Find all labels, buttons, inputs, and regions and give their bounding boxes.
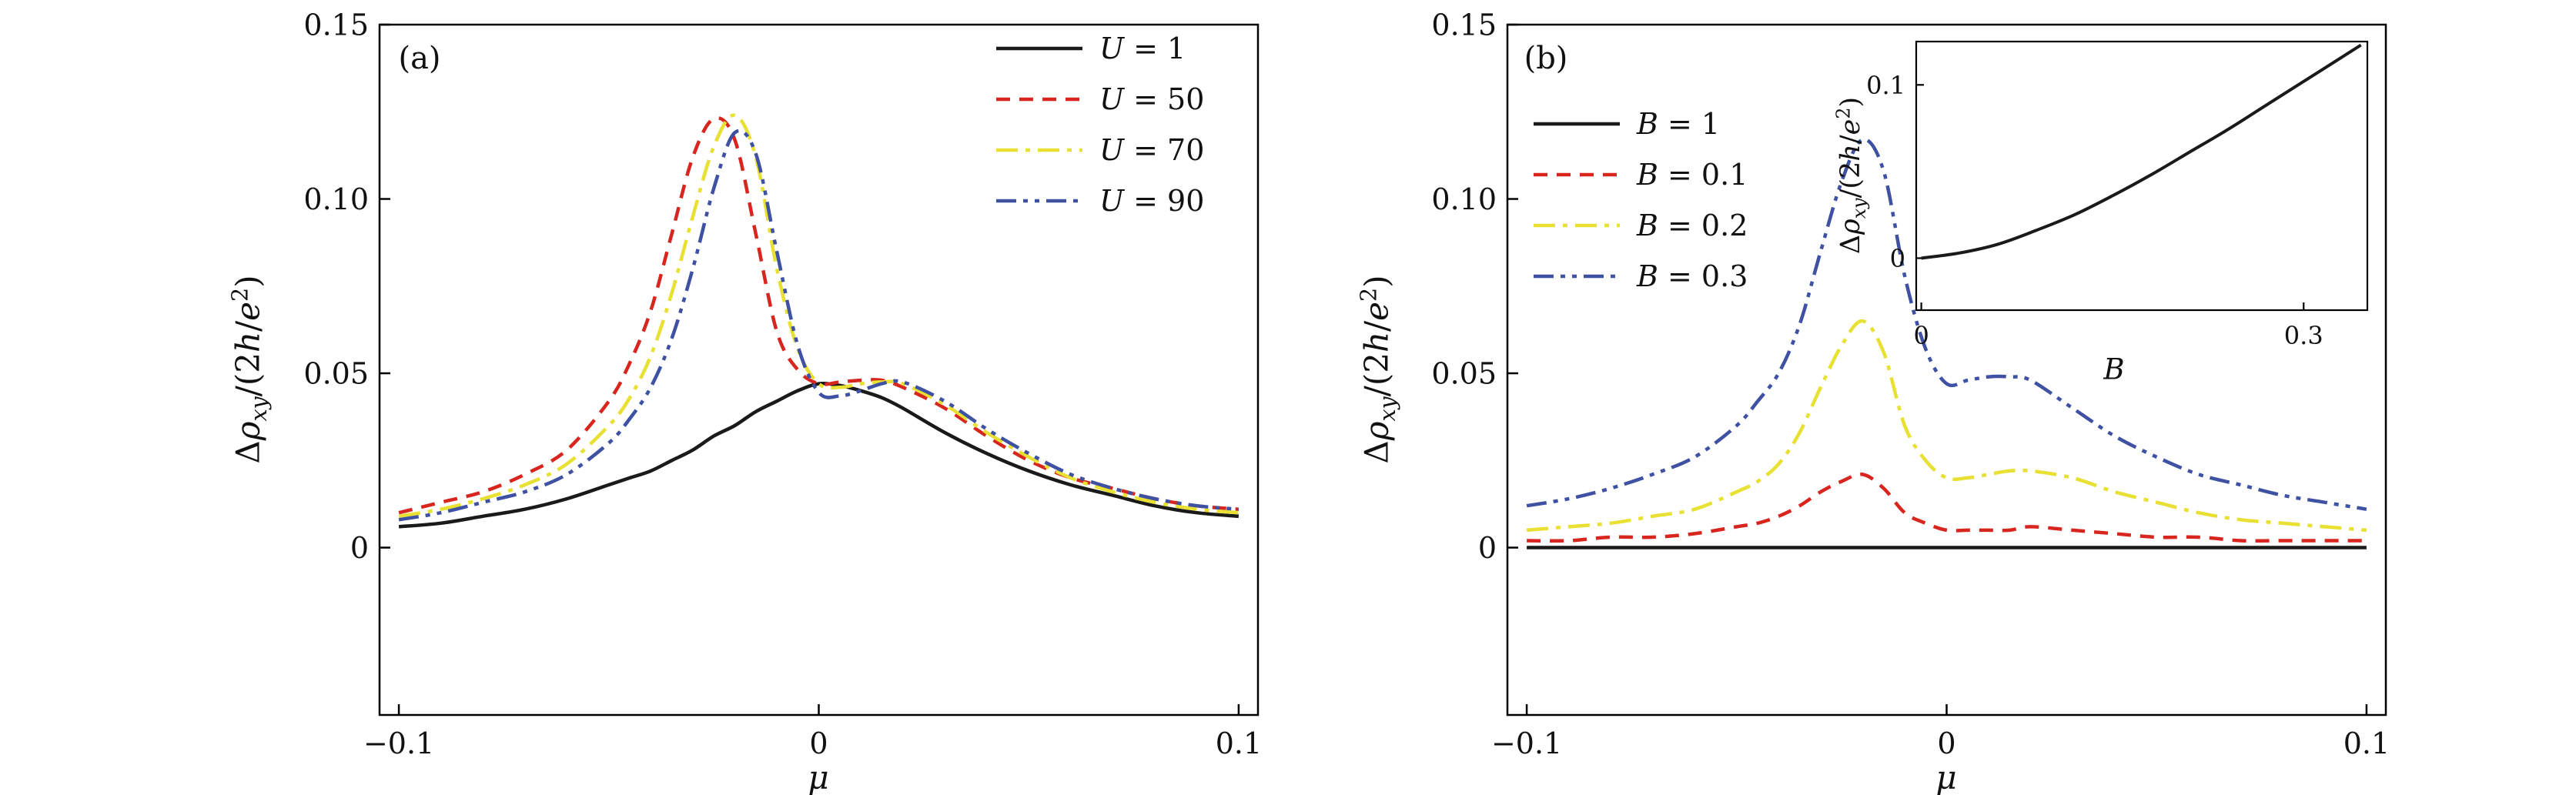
- y-tick-label: 0.10: [1431, 182, 1497, 216]
- legend-line-sample: [996, 97, 1082, 102]
- legend-item: B = 0.3: [1531, 251, 1748, 302]
- legend-line-sample: [1534, 274, 1620, 279]
- legend-item: U = 1: [993, 23, 1204, 74]
- inset-ylabel: Δρxy/(2h/e2): [1832, 96, 1870, 255]
- panel_b-series-1: [1527, 472, 2367, 543]
- y-tick-label: 0.15: [1431, 8, 1497, 42]
- x-tick-label: 0.1: [2343, 727, 2390, 760]
- legend-line-sample: [996, 148, 1082, 152]
- y-tick-label: 0.05: [1431, 357, 1497, 391]
- inset-xlabel: B: [2103, 352, 2125, 386]
- x-tick-label: 0: [1937, 727, 1955, 760]
- panel_a-series-3: [398, 129, 1239, 522]
- legend-label: B = 1: [1637, 107, 1721, 141]
- inset-series-0: [1921, 43, 2362, 260]
- legend-item: U = 50: [993, 74, 1204, 125]
- x-tick-label: −0.1: [1491, 727, 1562, 760]
- y-tick-label: 0.1: [1866, 71, 1905, 100]
- panel-b-ylabel: Δρxy/(2h/e2): [1355, 275, 1400, 464]
- legend-line-sample: [1534, 223, 1620, 228]
- legend-label: B = 0.2: [1637, 209, 1748, 242]
- legend-label: U = 50: [1099, 82, 1205, 116]
- panel-a-letter: (a): [398, 41, 441, 76]
- legend-label: B = 0.1: [1637, 158, 1748, 192]
- y-tick-label: 0.05: [303, 357, 369, 391]
- panel-a-ylabel: Δρxy/(2h/e2): [226, 275, 272, 464]
- panel_b-series-2: [1526, 319, 2367, 533]
- panel-b-xlabel: μ: [1935, 758, 1957, 795]
- legend-item: B = 0.2: [1531, 200, 1748, 251]
- panel-a-xlabel: μ: [808, 758, 829, 795]
- legend-label: U = 90: [1099, 184, 1205, 218]
- y-tick-label: 0: [1890, 244, 1905, 273]
- x-tick-label: 0: [1913, 321, 1929, 350]
- y-tick-label: 0: [1478, 531, 1497, 565]
- y-tick-label: 0.10: [303, 182, 369, 216]
- panel-a-legend: U = 1 U = 50 U = 70 U = 90: [993, 23, 1204, 226]
- legend-label: B = 0.3: [1637, 259, 1748, 293]
- legend-line-sample: [996, 46, 1082, 51]
- legend-item: U = 90: [993, 175, 1204, 226]
- x-tick-label: 0.3: [2284, 321, 2323, 350]
- panel-b-legend: B = 1 B = 0.1 B = 0.2 B = 0.3: [1531, 99, 1748, 302]
- y-tick-label: 0: [350, 531, 369, 565]
- panel_a-series-1: [398, 116, 1239, 515]
- panel_a-series-2: [398, 113, 1239, 519]
- legend-line-sample: [1534, 122, 1620, 126]
- legend-label: U = 70: [1099, 133, 1205, 167]
- panel_b-series-3: [1526, 138, 2367, 511]
- legend-item: U = 70: [993, 125, 1204, 175]
- panel-b-letter: (b): [1524, 41, 1568, 76]
- legend-item: B = 1: [1531, 99, 1748, 149]
- x-tick-label: 0.1: [1216, 727, 1262, 760]
- legend-line-sample: [996, 199, 1082, 203]
- legend-item: B = 0.1: [1531, 149, 1748, 200]
- y-tick-label: 0.15: [303, 8, 369, 42]
- x-tick-label: 0: [809, 727, 828, 760]
- legend-label: U = 1: [1099, 32, 1186, 65]
- x-tick-label: −0.1: [363, 727, 434, 760]
- legend-line-sample: [1534, 172, 1620, 177]
- panel_a-series-0: [398, 382, 1239, 529]
- inset-frame: [1915, 40, 2369, 312]
